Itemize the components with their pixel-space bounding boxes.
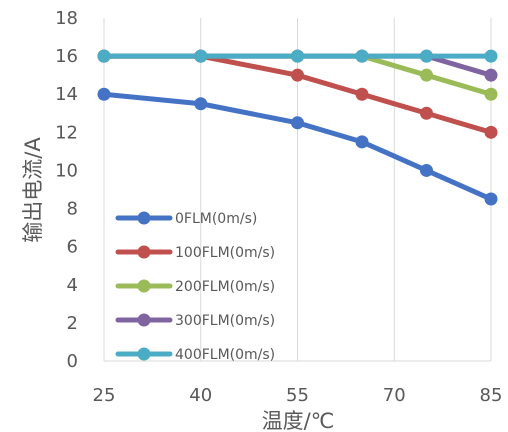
data-point-1-3: [355, 87, 369, 101]
legend-swatch-marker: [137, 313, 151, 327]
y-tick-label: 2: [67, 313, 78, 334]
legend-swatch-marker: [137, 211, 151, 225]
data-point-1-4: [420, 106, 433, 120]
data-point-1-2: [291, 68, 304, 82]
data-point-2-4: [420, 68, 433, 82]
data-point-1-5: [484, 125, 498, 139]
data-point-4-5: [484, 49, 498, 63]
y-tick-label: 18: [55, 8, 78, 29]
y-tick-label: 4: [67, 275, 78, 296]
data-point-0-0: [97, 87, 111, 101]
x-tick-label: 55: [286, 385, 309, 406]
x-tick-label: 70: [383, 385, 406, 406]
legend-label: 200FLM(0m/s): [175, 279, 275, 295]
legend: 0FLM(0m/s) 100FLM(0m/s) 200FLM(0m/s) 300FLM…: [115, 211, 275, 363]
y-tick-label: 12: [55, 122, 78, 143]
y-axis-title: 输出电流/A: [21, 137, 45, 243]
legend-label: 400FLM(0m/s): [175, 347, 275, 363]
legend-swatch-marker: [137, 245, 151, 259]
data-point-4-0: [97, 49, 111, 63]
data-point-4-3: [355, 49, 369, 63]
x-tick-label: 25: [93, 385, 116, 406]
y-tick-label: 0: [67, 351, 78, 372]
y-tick-label: 16: [55, 46, 78, 67]
x-axis-title: 温度/℃: [262, 409, 335, 432]
series-lines: [101, 53, 494, 202]
legend-label: 0FLM(0m/s): [175, 211, 257, 227]
legend-swatch-marker: [137, 279, 151, 293]
data-point-4-2: [291, 49, 304, 63]
legend-label: 300FLM(0m/s): [175, 313, 275, 329]
legend-swatch-marker: [137, 347, 151, 361]
data-point-2-5: [484, 87, 498, 101]
data-point-0-1: [194, 97, 208, 111]
data-point-0-2: [291, 116, 304, 130]
legend-label: 100FLM(0m/s): [175, 245, 275, 261]
y-tick-label: 14: [55, 84, 78, 105]
y-tick-label: 8: [67, 199, 78, 220]
series-points: [97, 49, 498, 206]
series-line-0: [101, 91, 494, 202]
y-tick-label: 10: [55, 160, 78, 181]
x-tick-label: 40: [189, 385, 212, 406]
data-point-3-5: [484, 68, 498, 82]
data-point-0-4: [420, 163, 433, 177]
data-point-4-1: [194, 49, 208, 63]
y-tick-label: 6: [67, 237, 78, 258]
x-axis-ticks: 25 40 55 70 85: [93, 385, 503, 406]
data-point-0-5: [484, 192, 498, 206]
x-tick-label: 85: [480, 385, 503, 406]
data-point-0-3: [355, 135, 369, 149]
data-point-4-4: [420, 49, 433, 63]
y-axis-ticks: 0 2 4 6 8 10 12 14 16 18: [55, 8, 78, 372]
